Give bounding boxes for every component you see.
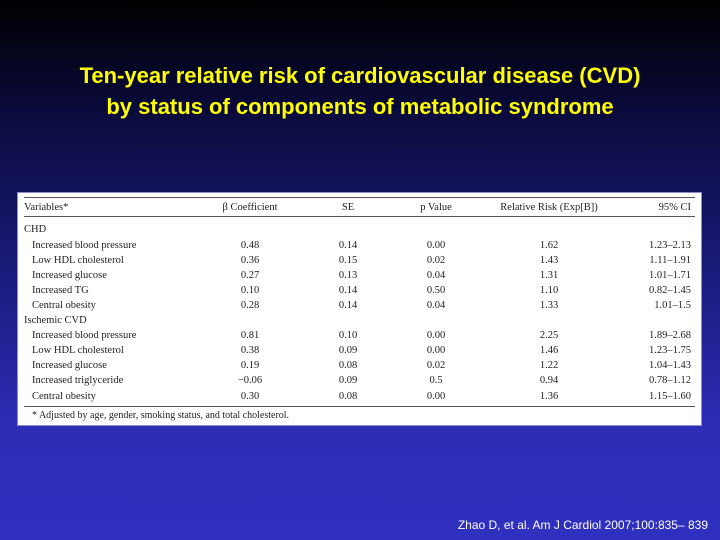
cell-beta: 0.28: [240, 300, 260, 311]
cell-variable: Increased triglyceride: [32, 375, 124, 386]
table-row: Low HDL cholesterol 0.38 0.09 0.00 1.46 …: [24, 343, 695, 358]
table-row: Increased blood pressure 0.48 0.14 0.00 …: [24, 238, 695, 253]
cell-rr: 0.94: [539, 375, 559, 386]
cell-p: 0.02: [426, 360, 446, 371]
header-95-ci: 95% CI: [622, 197, 695, 217]
cell-se: 0.08: [300, 388, 396, 407]
cell-variable: Increased glucose: [32, 360, 107, 371]
cell-ci: 1.89–2.68: [649, 330, 691, 341]
header-se: SE: [300, 197, 396, 217]
cell-beta: 0.38: [240, 345, 260, 356]
cell-variable: Increased glucose: [32, 270, 107, 281]
cell-rr: 2.25: [539, 330, 559, 341]
table-footnote: * Adjusted by age, gender, smoking statu…: [32, 410, 290, 421]
cell-p: 0.04: [426, 300, 446, 311]
cell-ci: 1.04–1.43: [649, 360, 691, 371]
cell-variable: Increased blood pressure: [32, 330, 137, 341]
cell-se: 0.13: [338, 270, 358, 281]
cell-p: 0.00: [396, 388, 476, 407]
cell-beta: 0.30: [200, 388, 300, 407]
header-variables: Variables*: [24, 197, 200, 217]
header-beta-coefficient: β Coefficient: [200, 197, 300, 217]
cell-se: 0.14: [338, 285, 358, 296]
cell-variable: Increased TG: [32, 285, 89, 296]
cell-rr: 1.46: [539, 345, 559, 356]
cell-se: 0.09: [338, 345, 358, 356]
results-table-panel: Variables* β Coefficient SE p Value Rela…: [17, 192, 702, 426]
cell-variable: Low HDL cholesterol: [32, 255, 124, 266]
table-header-row: Variables* β Coefficient SE p Value Rela…: [24, 197, 695, 217]
cell-beta: −0.06: [237, 375, 263, 386]
cell-ci: 1.11–1.91: [649, 255, 691, 266]
cell-p: 0.02: [426, 255, 446, 266]
cell-ci: 1.23–2.13: [649, 240, 691, 251]
table-row: Increased blood pressure 0.81 0.10 0.00 …: [24, 328, 695, 343]
cell-variable: Increased blood pressure: [32, 240, 137, 251]
group-row-chd: CHD: [24, 217, 695, 239]
group-row-ischemic-cvd: Ischemic CVD: [24, 313, 695, 328]
table-row: Increased glucose 0.19 0.08 0.02 1.22 1.…: [24, 358, 695, 373]
table-row: Increased triglyceride −0.06 0.09 0.5 0.…: [24, 373, 695, 388]
table-row: Central obesity 0.30 0.08 0.00 1.36 1.15…: [24, 388, 695, 407]
cell-rr: 1.43: [539, 255, 559, 266]
cell-beta: 0.19: [240, 360, 260, 371]
cell-se: 0.15: [338, 255, 358, 266]
header-relative-risk: Relative Risk (Exp[B]): [476, 197, 622, 217]
cell-ci: 0.82–1.45: [649, 285, 691, 296]
title-line-1: Ten-year relative risk of cardiovascular…: [79, 63, 641, 88]
cell-beta: 0.81: [240, 330, 260, 341]
cell-beta: 0.36: [240, 255, 260, 266]
cell-rr: 1.36: [476, 388, 622, 407]
cell-variable: Low HDL cholesterol: [32, 345, 124, 356]
table-row: Increased glucose 0.27 0.13 0.04 1.31 1.…: [24, 268, 695, 283]
cell-rr: 1.22: [539, 360, 559, 371]
citation: Zhao D, et al. Am J Cardiol 2007;100:835…: [457, 518, 708, 532]
cell-se: 0.14: [338, 300, 358, 311]
table-row: Increased TG 0.10 0.14 0.50 1.10 0.82–1.…: [24, 283, 695, 298]
cell-variable: Central obesity: [24, 388, 200, 407]
cell-rr: 1.10: [539, 285, 559, 296]
cell-se: 0.08: [338, 360, 358, 371]
slide-title: Ten-year relative risk of cardiovascular…: [0, 60, 720, 122]
table-row: Central obesity 0.28 0.14 0.04 1.33 1.01…: [24, 298, 695, 313]
cell-rr: 1.33: [539, 300, 559, 311]
cell-p: 0.00: [426, 240, 446, 251]
cell-rr: 1.62: [539, 240, 559, 251]
cell-ci: 1.01–1.5: [654, 300, 691, 311]
cell-se: 0.10: [338, 330, 358, 341]
cell-beta: 0.48: [240, 240, 260, 251]
cell-beta: 0.27: [240, 270, 260, 281]
cell-ci: 1.23–1.75: [649, 345, 691, 356]
cell-se: 0.14: [338, 240, 358, 251]
cell-ci: 1.15–1.60: [622, 388, 695, 407]
cell-p: 0.00: [426, 330, 446, 341]
cell-p: 0.50: [426, 285, 446, 296]
group-label-ischemic-cvd: Ischemic CVD: [24, 315, 87, 326]
cell-ci: 0.78–1.12: [649, 375, 691, 386]
cell-p: 0.5: [429, 375, 443, 386]
cell-ci: 1.01–1.71: [649, 270, 691, 281]
relative-risk-table: Variables* β Coefficient SE p Value Rela…: [24, 197, 695, 407]
cell-variable: Central obesity: [32, 300, 96, 311]
cell-beta: 0.10: [240, 285, 260, 296]
cell-p: 0.00: [426, 345, 446, 356]
title-line-2: by status of components of metabolic syn…: [106, 94, 614, 119]
group-label-chd: CHD: [24, 224, 47, 235]
cell-rr: 1.31: [539, 270, 559, 281]
cell-p: 0.04: [426, 270, 446, 281]
table-row: Low HDL cholesterol 0.36 0.15 0.02 1.43 …: [24, 253, 695, 268]
cell-se: 0.09: [338, 375, 358, 386]
header-p-value: p Value: [396, 197, 476, 217]
